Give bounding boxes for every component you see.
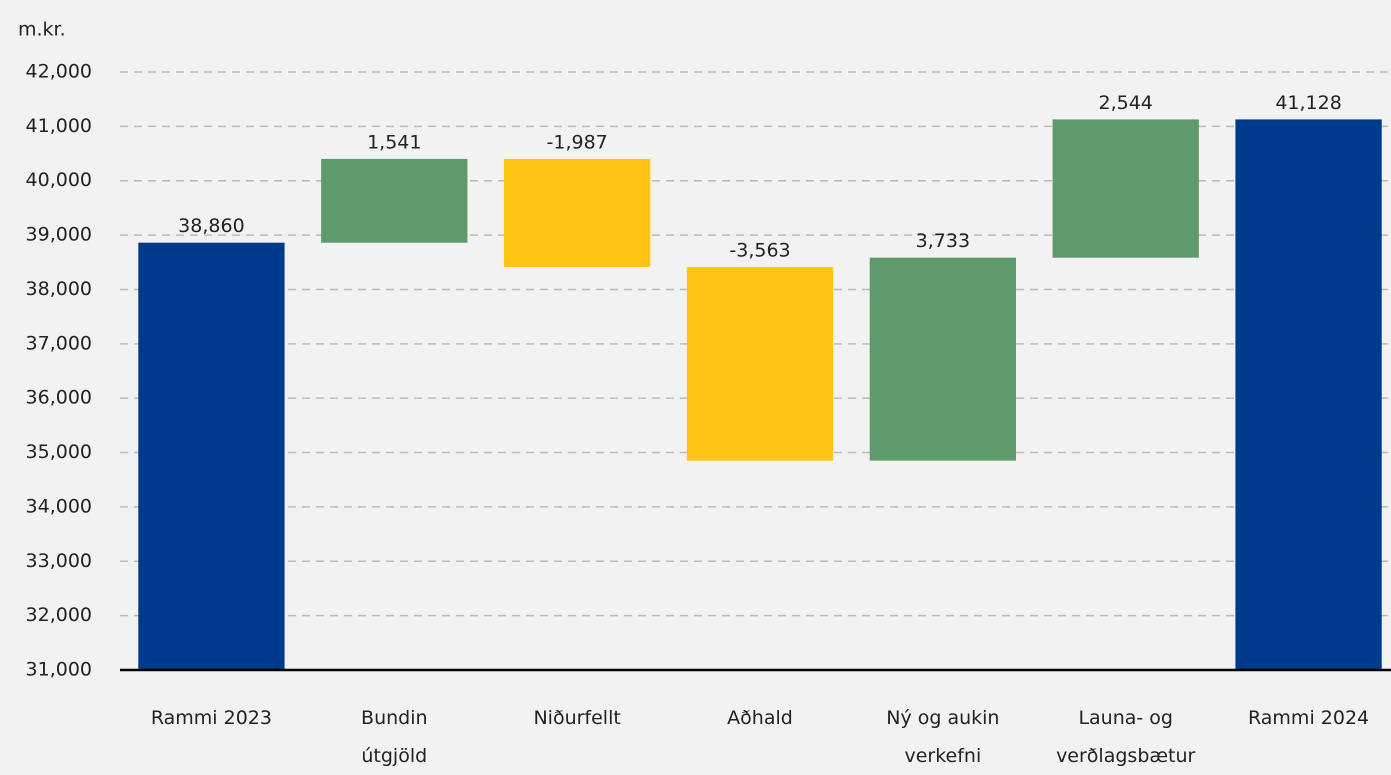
x-tick-label: Ný og aukin verkefni: [886, 707, 999, 767]
value-label: 41,128: [1275, 92, 1341, 114]
bar: [504, 158, 651, 267]
x-tick-label: Rammi 2024: [1248, 707, 1369, 729]
y-tick-label: 41,000: [26, 115, 92, 137]
bar: [138, 242, 285, 670]
y-unit-label: m.kr.: [18, 19, 66, 41]
y-tick-label: 42,000: [26, 61, 92, 83]
y-tick-label: 32,000: [26, 604, 92, 626]
x-tick-label: Niðurfellt: [533, 707, 620, 729]
y-tick-label: 37,000: [26, 332, 92, 354]
y-tick-label: 40,000: [26, 169, 92, 191]
bar: [321, 158, 468, 243]
value-label: 3,733: [916, 230, 970, 252]
y-tick-label: 33,000: [26, 550, 92, 572]
y-tick-label: 31,000: [26, 659, 92, 681]
bar: [686, 266, 834, 461]
bar: [1235, 119, 1382, 670]
y-tick-label: 39,000: [26, 224, 92, 246]
y-tick-label: 34,000: [26, 495, 92, 517]
y-tick-label: 35,000: [26, 441, 92, 463]
value-label: 2,544: [1099, 92, 1153, 114]
value-label: 1,541: [367, 131, 421, 153]
x-tick-label: Aðhald: [727, 707, 793, 729]
x-tick-label: Rammi 2023: [151, 707, 272, 729]
y-tick-label: 36,000: [26, 387, 92, 409]
y-tick-label: 38,000: [26, 278, 92, 300]
x-tick-label: Bundin útgjöld: [361, 707, 428, 767]
x-tick-label: Launa- og verðlagsbætur: [1056, 707, 1195, 767]
value-label: -3,563: [729, 239, 790, 261]
bar: [1052, 119, 1199, 258]
bar: [869, 257, 1016, 461]
value-label: 38,860: [178, 215, 244, 237]
value-label: -1,987: [547, 131, 608, 153]
